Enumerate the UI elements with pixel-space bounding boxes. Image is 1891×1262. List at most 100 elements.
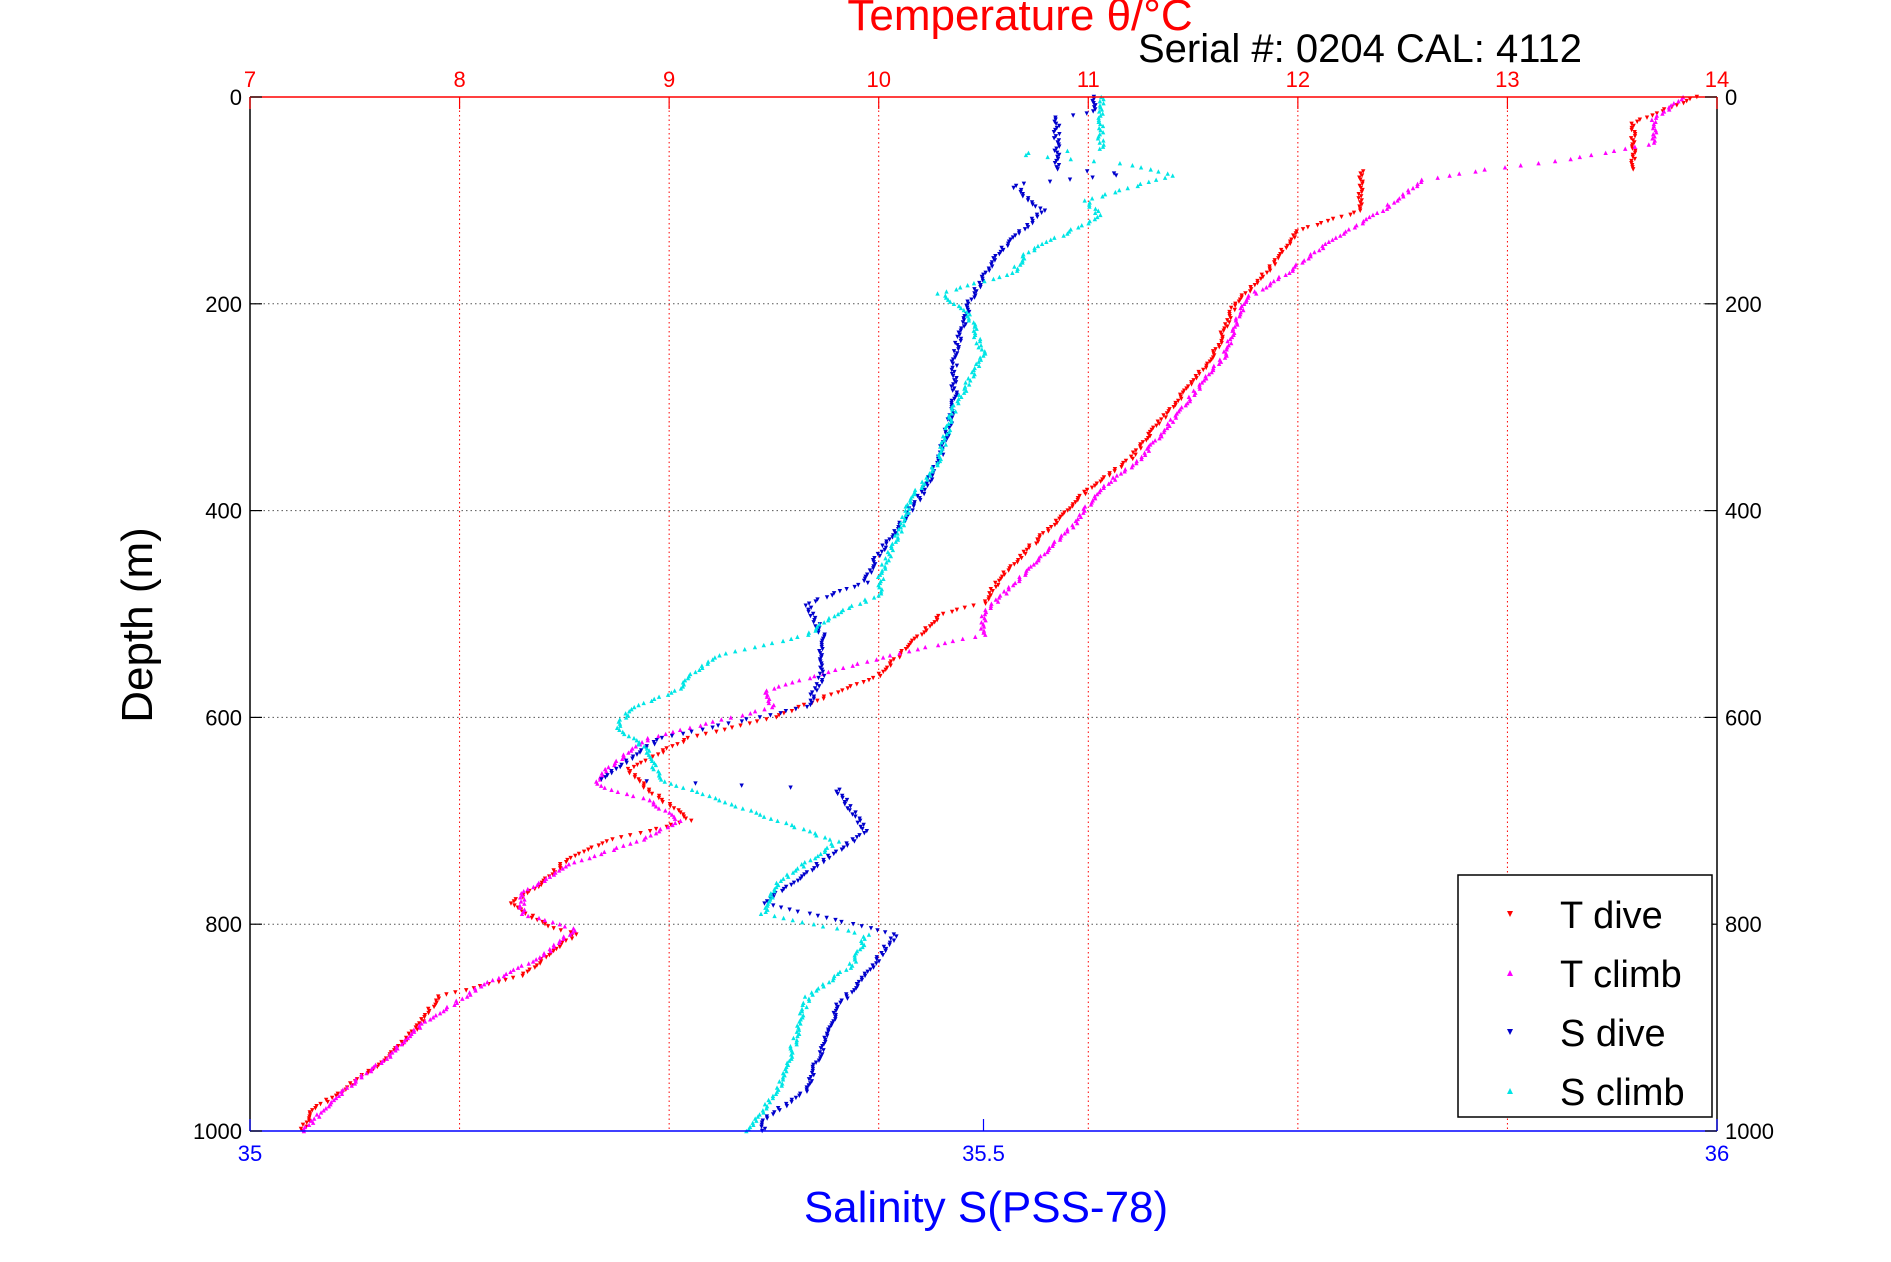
data-point xyxy=(1203,376,1209,381)
data-point xyxy=(815,698,820,704)
data-point xyxy=(1117,160,1123,166)
data-point xyxy=(808,857,813,863)
data-point xyxy=(766,700,772,706)
data-point xyxy=(752,644,758,650)
legend-entry-label: S dive xyxy=(1560,1013,1666,1055)
data-point xyxy=(939,440,944,445)
data-point xyxy=(961,324,967,329)
data-point xyxy=(1030,220,1035,226)
data-point xyxy=(887,653,893,658)
data-point xyxy=(754,810,759,815)
data-point xyxy=(765,903,770,908)
data-point xyxy=(599,851,604,857)
data-point xyxy=(815,853,821,859)
serial-annotation: Serial #: 0204 CAL: 4112 xyxy=(1138,27,1582,71)
x-top-tick-label: 7 xyxy=(244,67,256,92)
data-point xyxy=(906,510,911,515)
data-point xyxy=(846,928,851,933)
data-point xyxy=(1183,402,1188,408)
data-point xyxy=(626,733,632,739)
data-point xyxy=(1092,483,1098,488)
data-point xyxy=(789,882,794,888)
data-point xyxy=(946,429,952,435)
data-point xyxy=(974,340,979,346)
data-point xyxy=(955,334,960,340)
data-point xyxy=(950,388,955,393)
data-point xyxy=(323,1106,329,1111)
data-point xyxy=(971,603,976,608)
data-point xyxy=(844,967,849,972)
data-point xyxy=(935,642,941,648)
data-point xyxy=(525,890,530,896)
data-point xyxy=(1144,438,1149,443)
data-point xyxy=(618,764,623,770)
data-point xyxy=(1260,287,1265,292)
data-point xyxy=(1654,129,1659,135)
data-point xyxy=(592,853,597,859)
data-point xyxy=(304,1120,309,1125)
y-tick-label-left: 600 xyxy=(205,705,242,730)
data-point xyxy=(1632,144,1638,149)
legend-box xyxy=(1457,874,1713,1118)
data-point xyxy=(1162,175,1168,180)
data-point xyxy=(669,733,675,739)
data-point xyxy=(1065,148,1070,153)
data-point xyxy=(919,479,925,484)
data-point xyxy=(1140,440,1146,445)
data-point xyxy=(791,880,797,886)
data-point xyxy=(762,706,767,712)
data-point xyxy=(1415,181,1420,187)
data-point xyxy=(641,795,646,801)
data-point xyxy=(314,1112,320,1117)
data-point xyxy=(1050,543,1055,548)
data-point xyxy=(773,1091,779,1096)
data-point xyxy=(641,837,647,842)
data-point xyxy=(763,905,768,910)
data-point xyxy=(852,953,857,958)
data-point xyxy=(1110,475,1116,480)
data-point xyxy=(784,820,789,826)
data-point xyxy=(844,586,849,592)
data-point xyxy=(1632,156,1638,162)
data-point xyxy=(995,599,1001,604)
data-point xyxy=(1084,111,1089,116)
data-point xyxy=(1264,270,1270,275)
data-point xyxy=(1023,551,1028,557)
data-point xyxy=(793,1095,799,1101)
data-point xyxy=(774,884,779,890)
data-point xyxy=(1244,299,1249,304)
data-point xyxy=(1221,328,1226,333)
data-point xyxy=(1023,572,1028,577)
data-point xyxy=(853,959,859,964)
data-point xyxy=(821,1048,826,1053)
data-point xyxy=(1552,158,1558,164)
data-point xyxy=(1276,276,1281,282)
data-point xyxy=(1100,129,1106,135)
data-point xyxy=(1189,382,1194,387)
data-point xyxy=(754,1118,759,1123)
data-point xyxy=(982,611,988,617)
data-point xyxy=(1325,218,1331,224)
data-point xyxy=(525,969,530,974)
data-point xyxy=(850,663,855,668)
data-point xyxy=(638,760,644,766)
data-point xyxy=(629,706,634,712)
data-point xyxy=(695,733,700,739)
data-point xyxy=(1015,266,1020,271)
data-point xyxy=(1217,345,1222,350)
data-point xyxy=(726,721,731,726)
data-point xyxy=(976,345,981,350)
data-point xyxy=(1146,179,1151,184)
data-point xyxy=(1243,291,1248,296)
data-point xyxy=(407,1033,413,1039)
data-point xyxy=(1079,223,1084,228)
data-point xyxy=(1096,115,1101,120)
data-point xyxy=(501,973,507,979)
data-point xyxy=(1138,165,1144,170)
data-point xyxy=(1293,231,1299,236)
data-point xyxy=(1318,220,1324,226)
data-point xyxy=(677,727,683,733)
data-point xyxy=(1359,173,1365,178)
data-point xyxy=(967,311,973,317)
data-point xyxy=(610,837,615,842)
